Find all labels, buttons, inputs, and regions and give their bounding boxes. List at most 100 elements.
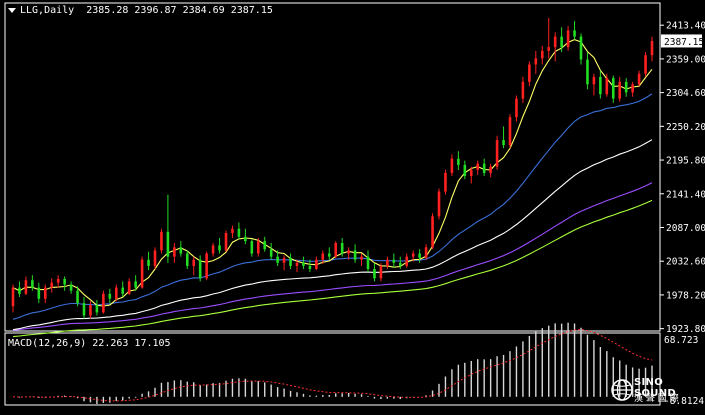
candle-body — [69, 284, 73, 291]
candle — [637, 70, 641, 87]
candle — [56, 275, 60, 288]
candle-body — [237, 228, 241, 237]
candle-body — [37, 287, 41, 299]
candle-body — [386, 259, 389, 266]
collapse-triangle-icon[interactable] — [8, 7, 16, 13]
candle — [127, 278, 131, 296]
candle — [360, 253, 363, 266]
candle-body — [495, 140, 499, 167]
candle-body — [263, 241, 267, 250]
candle-body — [18, 287, 21, 294]
candle-body — [405, 256, 409, 266]
candle — [37, 282, 41, 304]
candle — [650, 36, 654, 62]
macd-label: MACD(12,26,9) 22.263 17.105 — [8, 338, 171, 349]
candle-body — [508, 117, 512, 146]
candle-body — [315, 259, 318, 270]
candle — [276, 250, 279, 266]
candle — [315, 256, 318, 271]
ohlc-readout: 2385.28 2396.87 2384.69 2387.15 — [86, 5, 273, 16]
candle — [76, 286, 79, 307]
candle-body — [321, 253, 325, 260]
candle-body — [31, 280, 34, 288]
candle — [147, 251, 150, 271]
candle-body — [327, 253, 331, 257]
candle — [495, 135, 499, 170]
candle-body — [43, 287, 47, 299]
candle — [263, 236, 267, 252]
candle-body — [56, 278, 60, 283]
candle — [31, 275, 34, 291]
price-tick-label: 1978.20 — [666, 290, 705, 301]
candle-body — [463, 164, 467, 177]
candle-body — [89, 304, 92, 316]
candle — [231, 225, 234, 239]
candle-body — [521, 81, 525, 99]
candle — [95, 300, 99, 316]
candle — [295, 259, 299, 273]
current-price-label: 2387.15 — [664, 37, 704, 48]
candle — [192, 256, 196, 276]
candle-body — [482, 163, 486, 173]
candle — [463, 160, 467, 180]
candle — [340, 238, 344, 257]
candle — [24, 276, 28, 296]
candle — [469, 166, 473, 184]
price-tick-label: 2087.00 — [666, 223, 705, 234]
candle-body — [553, 36, 557, 48]
candle-body — [534, 58, 538, 65]
candle-body — [295, 262, 299, 266]
candle-body — [198, 259, 202, 279]
candle-body — [599, 76, 602, 95]
candle-body — [457, 158, 460, 165]
moving-average-ma-blue — [12, 93, 653, 320]
candle-body — [573, 30, 576, 37]
candle — [198, 255, 202, 282]
candle — [82, 296, 86, 319]
candle-body — [418, 253, 421, 258]
candle-body — [611, 78, 615, 99]
candle-body — [82, 303, 86, 316]
candle-body — [444, 172, 447, 192]
candle-body — [276, 256, 279, 263]
brand-logo: SINO SOUND 漢 聲 國 際 — [608, 374, 703, 408]
candle — [185, 250, 189, 270]
price-tick-label: 2304.60 — [666, 88, 705, 99]
candle-body — [560, 36, 563, 48]
candle-body — [650, 40, 654, 56]
candle — [205, 251, 208, 281]
candle — [289, 253, 292, 270]
candle-body — [392, 259, 396, 263]
price-tick-label: 2032.60 — [666, 257, 705, 268]
candle — [334, 241, 338, 258]
candle — [534, 50, 538, 74]
logo-title: SINO SOUND — [634, 377, 676, 399]
candle — [424, 244, 428, 260]
candle-body — [179, 247, 183, 254]
candle — [579, 33, 583, 65]
candle-body — [302, 262, 305, 266]
candle — [11, 284, 15, 313]
candle-body — [540, 50, 544, 59]
candle-body — [185, 253, 189, 266]
candle — [308, 259, 312, 273]
candle-body — [211, 245, 215, 254]
candle — [418, 249, 421, 263]
candle-body — [618, 81, 622, 99]
candle-body — [592, 76, 596, 85]
candle — [102, 290, 105, 314]
candle-body — [637, 73, 641, 85]
candle-body — [566, 30, 570, 48]
candle-body — [134, 281, 137, 288]
candle-body — [114, 287, 118, 299]
candle — [566, 26, 570, 51]
candle-body — [476, 163, 480, 170]
candle — [108, 288, 112, 304]
candle-body — [218, 245, 221, 251]
candle-body — [224, 233, 228, 251]
candle — [398, 256, 402, 270]
candle — [624, 78, 628, 97]
candle — [224, 230, 228, 252]
moving-average-ma-purple — [12, 182, 653, 331]
